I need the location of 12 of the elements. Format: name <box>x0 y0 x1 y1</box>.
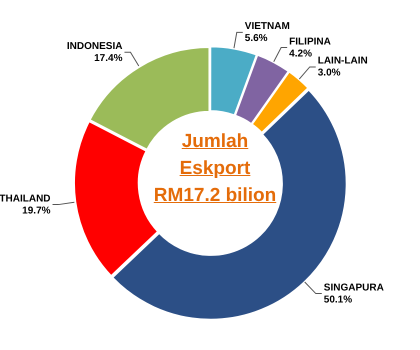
data-label: 17.4% <box>94 53 123 64</box>
slice-label: SINGAPURA <box>324 282 384 294</box>
slice-label: VIETNAM <box>244 21 290 32</box>
data-label: 19.7% <box>22 205 51 216</box>
slice-label: INDONESIA <box>66 41 122 52</box>
slice-label: FILIPINA <box>289 36 331 48</box>
data-label: 50.1% <box>324 294 352 306</box>
data-label: 3.0% <box>318 68 341 79</box>
data-label: 5.6% <box>244 33 268 44</box>
data-label: 4.2% <box>289 48 312 60</box>
text: Jumlah Eskport RM17.2 bilion <box>152 130 278 208</box>
slice-label: LAIN-LAIN <box>318 56 368 67</box>
